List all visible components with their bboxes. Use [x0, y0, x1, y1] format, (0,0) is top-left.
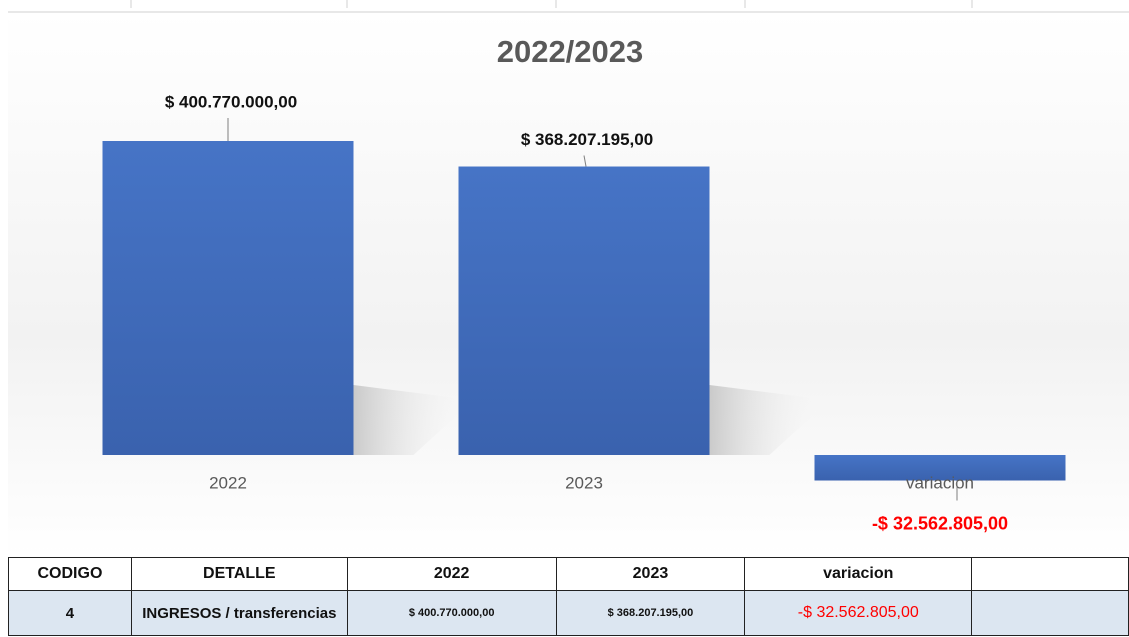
x-tick-label: variacion — [906, 473, 974, 492]
bar-shadow — [353, 385, 474, 455]
bar — [814, 455, 1066, 481]
header-cell: DETALLE — [130, 557, 348, 591]
x-tick-label: 2022 — [209, 473, 247, 492]
cell: INGRESOS / transferencias — [130, 590, 348, 636]
data-table: CODIGO DETALLE 2022 2023 variacion 4 ING… — [8, 557, 1129, 636]
header-cell: CODIGO — [8, 557, 132, 591]
data-row: 4 INGRESOS / transferencias $ 400.770.00… — [8, 590, 1129, 636]
sheet-gridlines — [8, 0, 1129, 13]
chart-title: 2022/2023 — [497, 34, 644, 69]
header-row: CODIGO DETALLE 2022 2023 variacion — [8, 557, 1129, 591]
data-label: $ 400.770.000,00 — [165, 92, 297, 111]
cell: $ 400.770.000,00 — [346, 590, 557, 636]
header-cell: 2023 — [555, 557, 746, 591]
header-cell — [971, 557, 1129, 591]
chart: 2022/2023 2022 $ 400.770.000,00 2023 $ 368.… — [8, 0, 1129, 557]
cell: $ 368.207.195,00 — [555, 590, 746, 636]
leader-line — [583, 155, 587, 167]
bar-shadow — [709, 385, 830, 455]
header-cell: 2022 — [346, 557, 557, 591]
cell — [971, 590, 1129, 636]
x-tick-label: 2023 — [565, 473, 603, 492]
header-cell: variacion — [744, 557, 973, 591]
data-label: -$ 32.562.805,00 — [872, 513, 1008, 533]
cell: -$ 32.562.805,00 — [744, 590, 973, 636]
bar — [102, 141, 354, 455]
bar — [458, 166, 710, 455]
cell: 4 — [8, 590, 132, 636]
data-label: $ 368.207.195,00 — [521, 130, 653, 149]
